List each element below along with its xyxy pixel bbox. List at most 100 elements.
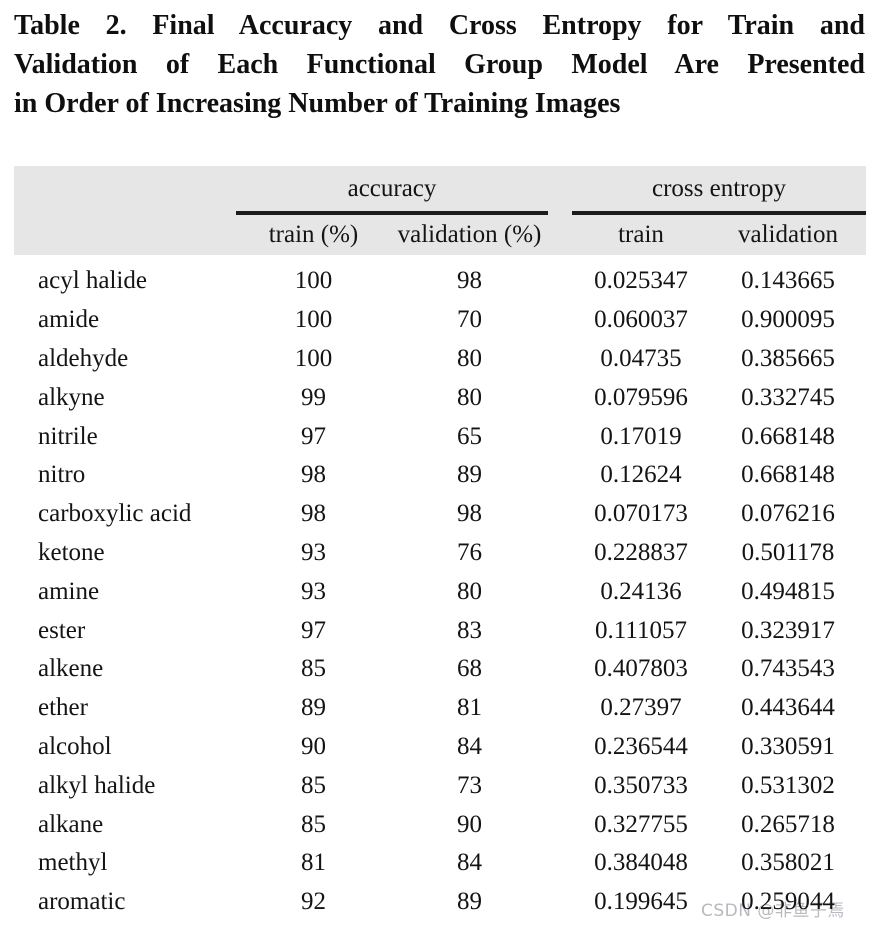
cell-ce-train: 0.407803 [594,655,688,683]
cell-acc-train: 100 [294,267,333,295]
table-header: accuracy cross entropy train (%) validat… [14,166,866,255]
cell-ce-train: 0.025347 [594,267,688,295]
row-label: ether [38,694,88,722]
cell-acc-validation: 90 [457,810,482,838]
cell-acc-train: 97 [301,616,326,644]
cell-ce-train: 0.12624 [600,461,682,489]
table-caption-line-1: Table 2. Final Accuracy and Cross Entrop… [14,10,865,41]
csdn-watermark: CSDN @非鱼子焉 [701,901,845,921]
cell-ce-train: 0.384048 [594,849,688,877]
cell-ce-train: 0.228837 [594,538,688,566]
table-row: ester 97 83 0.111057 0.323917 [14,611,866,650]
col-header-accuracy-train: train (%) [268,221,359,248]
col-header-cross-entropy-train: train [618,221,664,248]
row-label: alkyne [38,383,105,411]
cell-acc-validation: 65 [457,422,482,450]
cell-acc-train: 85 [301,655,326,683]
table-row: alkyne 99 80 0.079596 0.332745 [14,378,866,417]
cell-ce-train: 0.236544 [594,732,688,760]
cell-acc-validation: 81 [457,694,482,722]
row-label: alcohol [38,732,112,760]
group-header-cross-entropy: cross entropy [652,174,786,202]
table-row: acyl halide 100 98 0.025347 0.143665 [14,262,866,301]
cell-acc-validation: 73 [457,771,482,799]
cell-ce-validation: 0.900095 [741,306,835,334]
cell-acc-train: 98 [301,500,326,528]
sub-header-row: train (%) validation (%) train validatio… [14,215,866,255]
cell-ce-train: 0.04735 [600,344,682,372]
cell-acc-train: 93 [301,577,326,605]
cell-ce-train: 0.327755 [594,810,688,838]
cell-acc-train: 85 [301,810,326,838]
cell-acc-validation: 68 [457,655,482,683]
cell-acc-validation: 84 [457,732,482,760]
row-label: aldehyde [38,344,129,372]
table-row: carboxylic acid 98 98 0.070173 0.076216 [14,495,866,534]
cell-acc-train: 92 [301,888,326,916]
cell-ce-train: 0.350733 [594,771,688,799]
row-label: amine [38,577,100,605]
cell-ce-validation: 0.358021 [741,849,835,877]
cell-ce-validation: 0.265718 [741,810,835,838]
table-caption: Table 2. Final Accuracy and Cross Entrop… [14,6,865,123]
cell-ce-validation: 0.323917 [741,616,835,644]
cell-ce-train: 0.060037 [594,306,688,334]
cell-ce-validation: 0.259044 [741,888,835,916]
cell-ce-validation: 0.668148 [741,461,835,489]
cell-acc-train: 85 [301,771,326,799]
cell-ce-train: 0.111057 [595,616,687,644]
table-row: alkane 85 90 0.327755 0.265718 [14,805,866,844]
cell-ce-train: 0.070173 [594,500,688,528]
table-row: amide 100 70 0.060037 0.900095 [14,301,866,340]
cell-ce-validation: 0.531302 [741,771,835,799]
cell-ce-validation: 0.143665 [741,267,835,295]
col-header-accuracy-validation: validation (%) [397,221,542,248]
table-row: alcohol 90 84 0.236544 0.330591 [14,728,866,767]
table-body: acyl halide 100 98 0.025347 0.143665 ami… [14,258,866,922]
cell-ce-train: 0.24136 [600,577,682,605]
table-row: alkyl halide 85 73 0.350733 0.531302 [14,766,866,805]
cell-ce-validation: 0.668148 [741,422,835,450]
cell-ce-validation: 0.332745 [741,383,835,411]
table-caption-line-2: Validation of Each Functional Group Mode… [14,49,865,80]
table-row: methyl 81 84 0.384048 0.358021 [14,844,866,883]
cell-acc-validation: 98 [457,267,482,295]
cell-acc-train: 97 [301,422,326,450]
col-header-cross-entropy-validation: validation [738,221,838,248]
group-header-accuracy: accuracy [347,174,437,202]
group-header-row: accuracy cross entropy [14,166,866,211]
cell-acc-train: 93 [301,538,326,566]
cell-acc-validation: 89 [457,461,482,489]
cell-acc-validation: 98 [457,500,482,528]
cell-ce-train: 0.27397 [600,694,682,722]
cell-ce-validation: 0.076216 [741,500,835,528]
cell-ce-validation: 0.743543 [741,655,835,683]
cell-acc-validation: 80 [457,383,482,411]
cell-acc-validation: 80 [457,577,482,605]
row-label: alkene [38,655,104,683]
cell-acc-validation: 76 [457,538,482,566]
row-label: acyl halide [38,267,147,295]
cell-ce-validation: 0.443644 [741,694,835,722]
table-row: aromatic 92 89 0.199645 0.259044 [14,883,866,922]
cell-acc-train: 89 [301,694,326,722]
row-label: aromatic [38,888,126,916]
cell-ce-validation: 0.494815 [741,577,835,605]
row-label: nitrile [38,422,98,450]
cross-entropy-underline-rule [572,211,866,215]
cell-acc-validation: 89 [457,888,482,916]
cell-ce-validation: 0.330591 [741,732,835,760]
table-row: nitro 98 89 0.12624 0.668148 [14,456,866,495]
cell-ce-train: 0.079596 [594,383,688,411]
row-label: nitro [38,461,86,489]
table-caption-line-3: in Order of Increasing Number of Trainin… [14,88,621,119]
row-label: ester [38,616,86,644]
row-label: alkane [38,810,104,838]
cell-acc-train: 81 [301,849,326,877]
table-row: ether 89 81 0.27397 0.443644 [14,689,866,728]
row-label: amide [38,306,100,334]
table-row: ketone 93 76 0.228837 0.501178 [14,534,866,573]
cell-acc-validation: 84 [457,849,482,877]
cell-acc-train: 98 [301,461,326,489]
